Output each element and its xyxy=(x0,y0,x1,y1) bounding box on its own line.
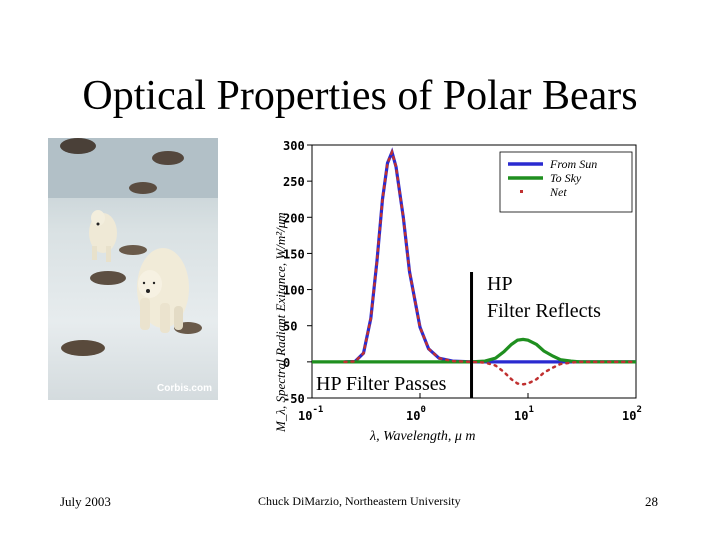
y-tick-label: 250 xyxy=(283,175,305,189)
y-tick-label: 100 xyxy=(283,284,305,298)
page-number: 28 xyxy=(645,494,658,509)
y-axis-label: M_λ, Spectral Radiant Exitance, W/m²/μm xyxy=(273,212,288,433)
y-tick-label: 300 xyxy=(283,139,305,153)
polar-bear-large xyxy=(137,248,189,333)
y-tick-label: -50 xyxy=(283,392,305,406)
x-tick-label: 102 xyxy=(622,405,642,423)
polar-bear-illustration xyxy=(48,138,218,356)
y-tick-label: 0 xyxy=(283,356,290,370)
legend-label: To Sky xyxy=(550,171,582,185)
x-tick-label: 100 xyxy=(406,405,426,423)
plot-frame xyxy=(311,144,637,399)
polar-bear-small xyxy=(89,210,117,262)
annotation-filter-reflects-2: Filter Reflects xyxy=(487,300,601,322)
legend-box xyxy=(499,151,633,213)
x-tick-label: 101 xyxy=(514,405,534,423)
legend-swatch xyxy=(520,190,523,193)
polar-bear-photo: Corbis.com xyxy=(48,138,218,400)
series-line-net xyxy=(343,148,638,386)
slide-title: Optical Properties of Polar Bears xyxy=(82,73,638,119)
y-tick-label: 50 xyxy=(283,320,297,334)
legend-label: From Sun xyxy=(549,157,597,171)
x-tick-label: 10-1 xyxy=(298,405,323,423)
footer-author: Chuck DiMarzio, Northeastern University xyxy=(258,494,461,508)
annotation-filter-passes: HP Filter Passes xyxy=(316,373,447,395)
y-tick-label: 150 xyxy=(283,247,305,261)
y-tick-label: 200 xyxy=(283,211,305,225)
annotation-filter-reflects-1: HP xyxy=(487,273,513,295)
photo-credit: Corbis.com xyxy=(156,383,212,394)
series-line-to-sky xyxy=(312,337,636,364)
x-axis-label: λ, Wavelength, μ m xyxy=(369,429,476,444)
footer-date: July 2003 xyxy=(60,494,111,509)
legend-label: Net xyxy=(549,185,567,199)
